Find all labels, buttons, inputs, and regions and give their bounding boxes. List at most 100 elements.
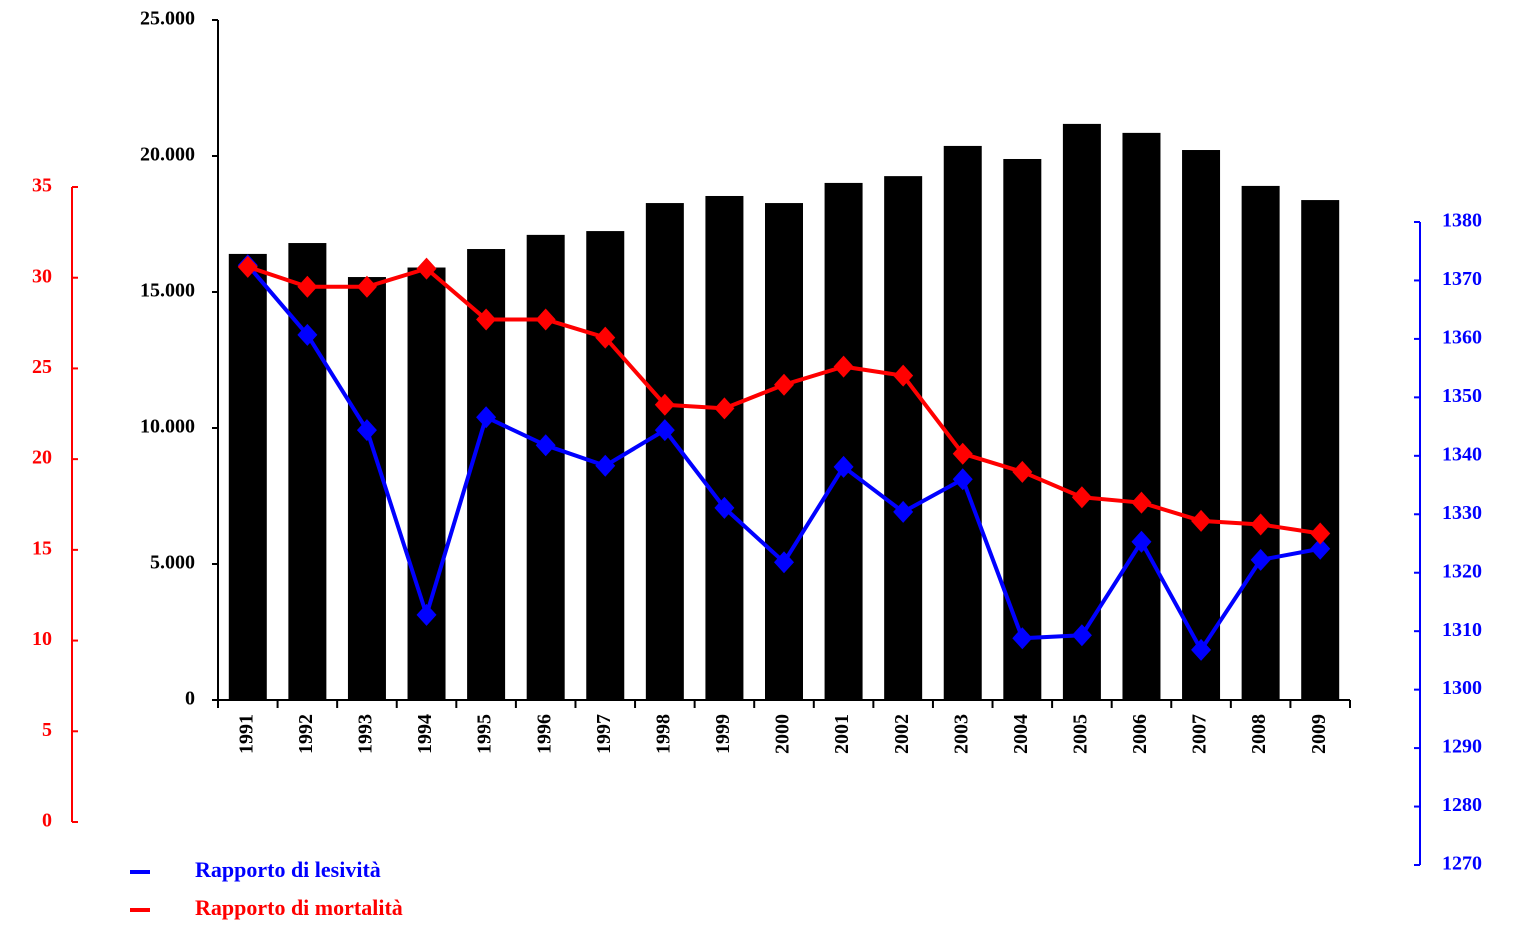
y-tick-label: 1330: [1442, 502, 1482, 524]
y-tick-label: 1270: [1442, 853, 1482, 875]
bar: [1301, 200, 1340, 700]
marker: [1310, 522, 1331, 545]
marker: [476, 406, 497, 429]
y-tick-label: 30: [32, 265, 52, 287]
y-tick-label: 5: [42, 719, 52, 741]
bar: [705, 195, 744, 700]
legend-label: Rapporto di lesività: [195, 857, 381, 882]
marker: [1012, 460, 1033, 483]
bar: [526, 234, 565, 700]
x-tick-label: 1994: [414, 714, 436, 754]
marker: [1131, 530, 1152, 553]
y-tick-label: 0: [42, 810, 52, 832]
marker: [833, 455, 854, 478]
marker: [1310, 537, 1331, 560]
marker: [476, 308, 497, 331]
marker: [595, 326, 616, 349]
marker: [1250, 513, 1271, 536]
y-tick-label: 0: [185, 688, 195, 710]
x-tick-label: 1991: [235, 714, 257, 754]
x-tick-label: 2008: [1248, 714, 1270, 754]
marker: [595, 454, 616, 477]
marker: [1191, 638, 1212, 661]
marker: [297, 323, 318, 346]
marker: [1012, 627, 1033, 650]
y-tick-label: 1370: [1442, 268, 1482, 290]
bar: [1003, 158, 1042, 700]
y-tick-label: 20.000: [140, 144, 195, 166]
y-tick-label: 1350: [1442, 385, 1482, 407]
x-tick-label: 1999: [712, 714, 734, 754]
x-tick-label: 2005: [1069, 714, 1091, 754]
y-tick-label: 5.000: [150, 552, 195, 574]
bar: [1241, 185, 1280, 701]
y-tick-label: 1340: [1442, 443, 1482, 465]
y-tick-label: 25.000: [140, 8, 195, 30]
x-tick-label: 1992: [295, 714, 317, 754]
marker: [535, 308, 556, 331]
bar: [1062, 123, 1101, 701]
x-tick-label: 2007: [1189, 714, 1211, 754]
bar: [347, 277, 386, 700]
marker: [416, 603, 437, 626]
y-tick-label: 20: [32, 447, 52, 469]
x-tick-label: 1997: [593, 714, 615, 754]
bar: [228, 253, 267, 701]
marker: [714, 397, 735, 420]
marker: [1071, 486, 1092, 509]
y-tick-label: 1300: [1442, 677, 1482, 699]
marker: [654, 393, 675, 416]
y-tick-label: 1380: [1442, 210, 1482, 232]
y-tick-label: 25: [32, 356, 52, 378]
marker: [535, 434, 556, 457]
x-tick-label: 2001: [831, 714, 853, 754]
x-tick-label: 1996: [533, 714, 555, 754]
y-tick-label: 1280: [1442, 794, 1482, 816]
marker: [714, 496, 735, 519]
bar: [288, 243, 327, 701]
marker: [1071, 624, 1092, 647]
x-tick-label: 2002: [891, 714, 913, 754]
marker: [297, 275, 318, 298]
x-tick-label: 1993: [355, 714, 377, 754]
marker: [833, 355, 854, 378]
bar: [1182, 150, 1221, 701]
bar: [645, 203, 684, 700]
bar: [765, 203, 803, 700]
marker: [893, 364, 914, 387]
legend-label: Rapporto di mortalità: [195, 895, 403, 920]
bar: [407, 267, 446, 700]
x-tick-label: 2000: [772, 714, 794, 754]
x-tick-label: 2004: [1010, 714, 1032, 754]
y-tick-label: 1290: [1442, 736, 1482, 758]
marker: [893, 500, 914, 523]
marker: [952, 442, 973, 465]
y-tick-label: 10: [32, 628, 52, 650]
marker: [774, 551, 794, 574]
y-tick-label: 35: [32, 175, 52, 197]
marker: [237, 255, 258, 278]
marker: [952, 468, 973, 491]
bar: [943, 145, 982, 700]
x-tick-label: 2003: [950, 714, 972, 754]
bar: [884, 176, 923, 701]
x-tick-label: 2006: [1129, 714, 1151, 754]
y-tick-label: 10.000: [140, 416, 195, 438]
y-tick-label: 15.000: [140, 280, 195, 302]
marker: [1131, 491, 1152, 514]
x-tick-label: 1995: [474, 714, 496, 754]
marker: [1250, 548, 1271, 571]
marker: [356, 419, 377, 442]
marker: [356, 275, 377, 298]
marker: [1191, 509, 1212, 532]
x-tick-label: 1998: [652, 714, 674, 754]
marker: [774, 373, 794, 396]
y-tick-label: 15: [32, 537, 52, 559]
y-tick-label: 1320: [1442, 560, 1482, 582]
y-tick-label: 1360: [1442, 327, 1482, 349]
y-tick-label: 1310: [1442, 619, 1482, 641]
marker: [654, 419, 675, 442]
bar: [824, 182, 863, 701]
x-tick-label: 2009: [1308, 714, 1330, 754]
